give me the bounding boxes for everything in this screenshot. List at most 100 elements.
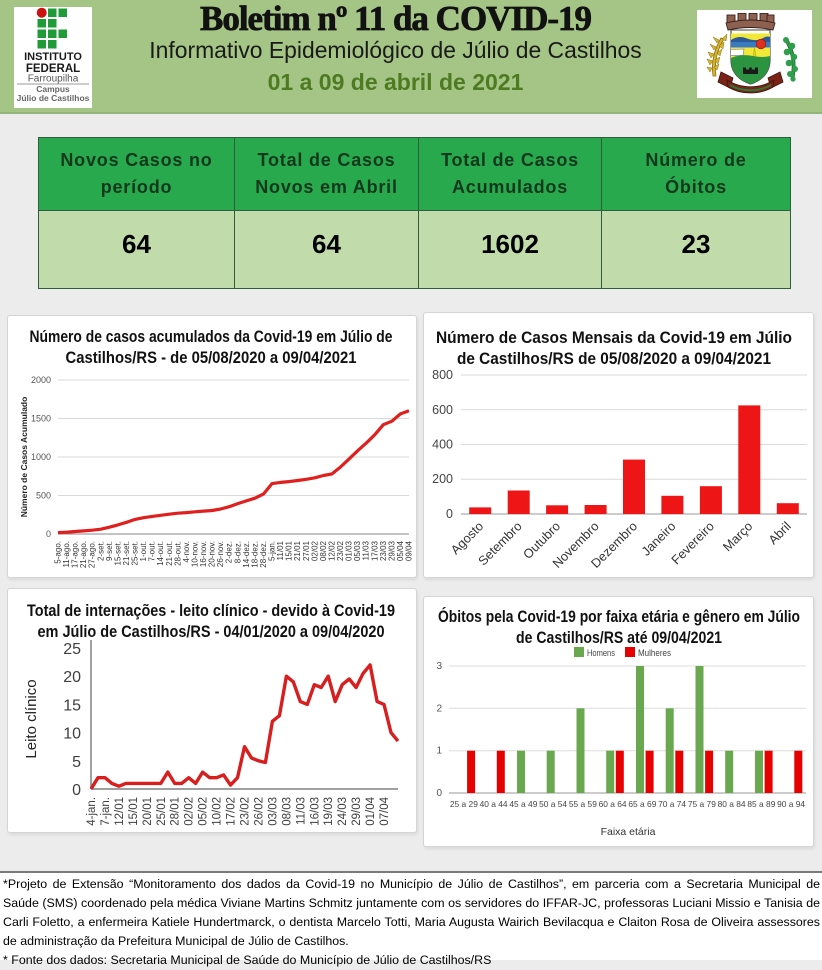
svg-text:19/03: 19/03: [323, 797, 335, 826]
svg-text:Leito clínico: Leito clínico: [23, 679, 40, 758]
svg-text:26/02: 26/02: [254, 797, 266, 826]
svg-text:05/03: 05/03: [353, 540, 362, 561]
svg-text:23/02: 23/02: [240, 797, 252, 826]
svg-text:15-set.: 15-set.: [113, 541, 122, 565]
svg-text:25-set.: 25-set.: [131, 541, 140, 565]
svg-text:1000: 1000: [31, 452, 51, 462]
svg-text:14-out.: 14-out.: [156, 541, 165, 566]
svg-text:Número de Casos Mensais da Cov: Número de Casos Mensais da Covid-19 em J…: [436, 329, 792, 347]
svg-text:Óbitos pela Covid-19 por faixa: Óbitos pela Covid-19 por faixa etária e …: [438, 607, 800, 626]
svg-text:28-out.: 28-out.: [173, 541, 182, 566]
svg-text:7-out.: 7-out.: [148, 541, 157, 561]
svg-text:17/03: 17/03: [370, 540, 379, 561]
svg-text:60 a 64: 60 a 64: [599, 800, 627, 809]
svg-text:17/02: 17/02: [226, 797, 238, 826]
svg-text:FEDERAL: FEDERAL: [26, 63, 80, 75]
svg-text:11/01: 11/01: [276, 540, 285, 560]
svg-text:0: 0: [72, 782, 81, 799]
svg-text:2000: 2000: [31, 375, 51, 385]
svg-text:27/01: 27/01: [302, 540, 311, 561]
svg-text:28-dez.: 28-dez.: [259, 541, 268, 568]
svg-text:29/03: 29/03: [351, 797, 363, 826]
svg-text:29/03: 29/03: [387, 540, 396, 561]
svg-text:1500: 1500: [31, 414, 51, 424]
svg-text:09/04: 09/04: [405, 540, 414, 561]
svg-text:18-dez.: 18-dez.: [250, 541, 259, 568]
svg-text:12/01: 12/01: [114, 797, 126, 826]
svg-text:01/03: 01/03: [345, 540, 354, 561]
svg-text:500: 500: [36, 491, 51, 501]
svg-text:11-ago.: 11-ago.: [62, 541, 71, 568]
svg-text:16-nov.: 16-nov.: [199, 541, 208, 567]
svg-text:5: 5: [72, 754, 81, 771]
svg-text:12/02: 12/02: [328, 540, 337, 561]
svg-text:400: 400: [432, 438, 453, 452]
svg-text:24/03: 24/03: [337, 797, 349, 826]
svg-text:Março: Março: [720, 519, 756, 555]
svg-text:2-dez.: 2-dez.: [225, 541, 234, 563]
svg-text:15/01: 15/01: [128, 797, 140, 826]
svg-text:2: 2: [436, 703, 442, 714]
svg-text:05/02: 05/02: [198, 797, 210, 826]
svg-text:Castilhos/RS - de 05/08/2020 a: Castilhos/RS - de 05/08/2020 a 09/04/202…: [66, 349, 357, 367]
svg-text:23/03: 23/03: [379, 540, 388, 561]
svg-text:5-jan.: 5-jan.: [268, 541, 277, 561]
svg-text:55 a 59: 55 a 59: [569, 800, 597, 809]
svg-text:Júlio de Castilhos: Júlio de Castilhos: [17, 93, 90, 103]
svg-text:65 a 69: 65 a 69: [628, 800, 656, 809]
svg-text:16/03: 16/03: [309, 797, 321, 826]
svg-text:9-set.: 9-set.: [105, 541, 114, 561]
svg-text:25 a 29: 25 a 29: [450, 800, 478, 809]
svg-text:600: 600: [432, 403, 453, 417]
svg-text:11/03: 11/03: [295, 797, 307, 825]
svg-text:80 a 84: 80 a 84: [718, 800, 746, 809]
svg-text:INSTITUTO: INSTITUTO: [24, 51, 82, 63]
svg-text:Campus: Campus: [36, 84, 70, 94]
svg-text:em Júlio de Castilhos/RS - 04/: em Júlio de Castilhos/RS - 04/01/2020 a …: [38, 622, 385, 641]
svg-text:4-nov.: 4-nov.: [182, 541, 191, 563]
svg-text:Total de internações - leito c: Total de internações - leito clínico - d…: [27, 601, 395, 620]
svg-text:20: 20: [63, 669, 81, 686]
svg-text:Fevereiro: Fevereiro: [668, 519, 717, 568]
svg-text:45 a 49: 45 a 49: [509, 800, 537, 809]
svg-text:08/02: 08/02: [319, 540, 328, 561]
svg-text:07/04: 07/04: [379, 796, 391, 825]
svg-text:21-set.: 21-set.: [122, 541, 131, 565]
svg-text:Abril: Abril: [765, 519, 794, 548]
svg-text:Número de Casos Acumulado: Número de Casos Acumulado: [19, 397, 29, 518]
svg-text:15: 15: [63, 697, 81, 714]
svg-text:21-ago.: 21-ago.: [79, 541, 88, 568]
svg-text:01/04: 01/04: [365, 796, 377, 825]
svg-text:08/03: 08/03: [281, 797, 293, 826]
svg-text:02/02: 02/02: [310, 540, 319, 561]
svg-text:Faixa etária: Faixa etária: [601, 826, 656, 838]
svg-text:4-jan.: 4-jan.: [86, 797, 98, 826]
svg-text:20-nov.: 20-nov.: [208, 541, 217, 567]
svg-text:25: 25: [63, 641, 81, 658]
svg-text:0: 0: [46, 529, 51, 539]
svg-text:Homens: Homens: [587, 648, 615, 659]
svg-text:15/01: 15/01: [285, 540, 294, 561]
svg-text:14-dez.: 14-dez.: [242, 541, 251, 568]
svg-text:90 a 94: 90 a 94: [777, 800, 805, 809]
svg-text:5-ago.: 5-ago.: [54, 541, 63, 564]
svg-text:Farroupilha: Farroupilha: [28, 74, 79, 85]
svg-text:03/03: 03/03: [267, 797, 279, 826]
svg-text:200: 200: [432, 472, 453, 486]
svg-text:50 a 54: 50 a 54: [539, 800, 567, 809]
svg-text:21/01: 21/01: [293, 540, 302, 561]
svg-text:21-out.: 21-out.: [165, 541, 174, 566]
svg-text:Número de casos acumulados da: Número de casos acumulados da Covid-19 e…: [30, 328, 393, 346]
svg-text:02/02: 02/02: [184, 797, 196, 826]
svg-text:7-jan.: 7-jan.: [100, 797, 112, 826]
svg-text:10: 10: [63, 726, 81, 743]
svg-text:70 a 74: 70 a 74: [658, 800, 686, 809]
svg-text:85 a 89: 85 a 89: [747, 800, 775, 809]
svg-text:28/01: 28/01: [170, 797, 182, 826]
svg-text:1: 1: [436, 746, 442, 757]
svg-text:25/01: 25/01: [156, 797, 168, 826]
svg-text:1-out.: 1-out.: [139, 541, 148, 561]
svg-text:3: 3: [436, 661, 442, 672]
svg-text:de Castilhos/RS até 09/04/2021: de Castilhos/RS até 09/04/2021: [516, 629, 722, 647]
svg-text:8-dez.: 8-dez.: [233, 541, 242, 563]
